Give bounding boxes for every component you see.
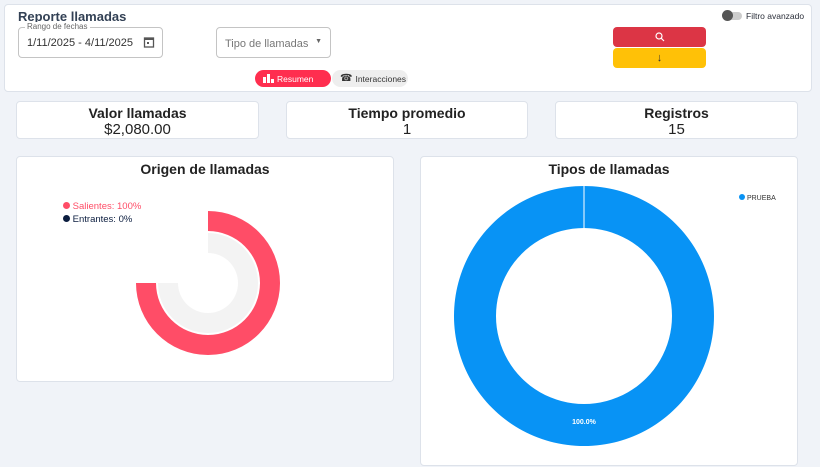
legend: Salientes: 100% Entrantes: 0%: [63, 200, 141, 226]
advanced-filter-toggle[interactable]: Filtro avanzado: [722, 10, 805, 21]
chart-title: Tipos de llamadas: [548, 161, 670, 177]
call-type-placeholder: Tipo de llamadas: [225, 38, 309, 50]
stat-card-tiempo: Tiempo promedio 1: [286, 101, 528, 139]
tab-label: Interacciones: [355, 73, 407, 84]
types-chart-card: Tipos de llamadas PRUEBA 100.0%: [420, 156, 798, 466]
page-title: Reporte llamadas: [18, 9, 127, 24]
bar-chart-icon: [263, 74, 274, 83]
origin-chart-card: Origen de llamadas Salientes: 100% Entra…: [16, 156, 394, 382]
arrow-down-icon: ↓: [656, 52, 663, 64]
date-range-field[interactable]: Rango de fechas 1/11/2025 - 4/11/2025: [18, 22, 163, 58]
stat-value: 15: [668, 121, 685, 138]
legend-item-salientes[interactable]: Salientes: 100%: [63, 200, 141, 213]
chart-title: Origen de llamadas: [140, 161, 270, 177]
calendar-icon[interactable]: [143, 36, 155, 48]
phone-icon: ☎: [340, 73, 353, 84]
search-button[interactable]: [613, 27, 706, 47]
stat-label: Tiempo promedio: [348, 105, 466, 121]
legend-item-entrantes[interactable]: Entrantes: 0%: [63, 213, 141, 226]
filter-panel: Reporte llamadas Rango de fechas 1/11/20…: [4, 4, 812, 92]
caret-down-icon: ▼: [315, 38, 322, 45]
stat-label: Valor llamadas: [88, 105, 187, 121]
stat-label: Registros: [644, 105, 709, 121]
legend-item-prueba[interactable]: PRUEBA: [739, 194, 776, 202]
call-type-select[interactable]: Tipo de llamadas ▼: [216, 27, 331, 58]
date-range-label: Rango de fechas: [25, 22, 90, 31]
data-label: 100.0%: [572, 419, 597, 426]
tab-resumen[interactable]: Resumen: [255, 70, 331, 87]
search-icon: [654, 32, 664, 42]
toggle-switch[interactable]: [722, 10, 742, 21]
download-button[interactable]: ↓: [613, 48, 706, 68]
date-range-value: 1/11/2025 - 4/11/2025: [27, 37, 134, 49]
stat-card-registros: Registros 15: [555, 101, 798, 139]
radial-chart: [136, 211, 280, 355]
stat-card-valor: Valor llamadas $2,080.00: [16, 101, 259, 139]
donut-chart: 100.0%: [453, 186, 714, 446]
stat-value: $2,080.00: [104, 121, 171, 138]
stat-value: 1: [402, 121, 412, 138]
tab-interacciones[interactable]: ☎ Interacciones: [332, 70, 408, 87]
radial-bar-salientes: [136, 211, 280, 355]
donut-slice: [453, 186, 714, 446]
toggle-label: Filtro avanzado: [746, 11, 805, 21]
radial-track: [158, 233, 258, 333]
tab-label: Resumen: [277, 73, 314, 84]
